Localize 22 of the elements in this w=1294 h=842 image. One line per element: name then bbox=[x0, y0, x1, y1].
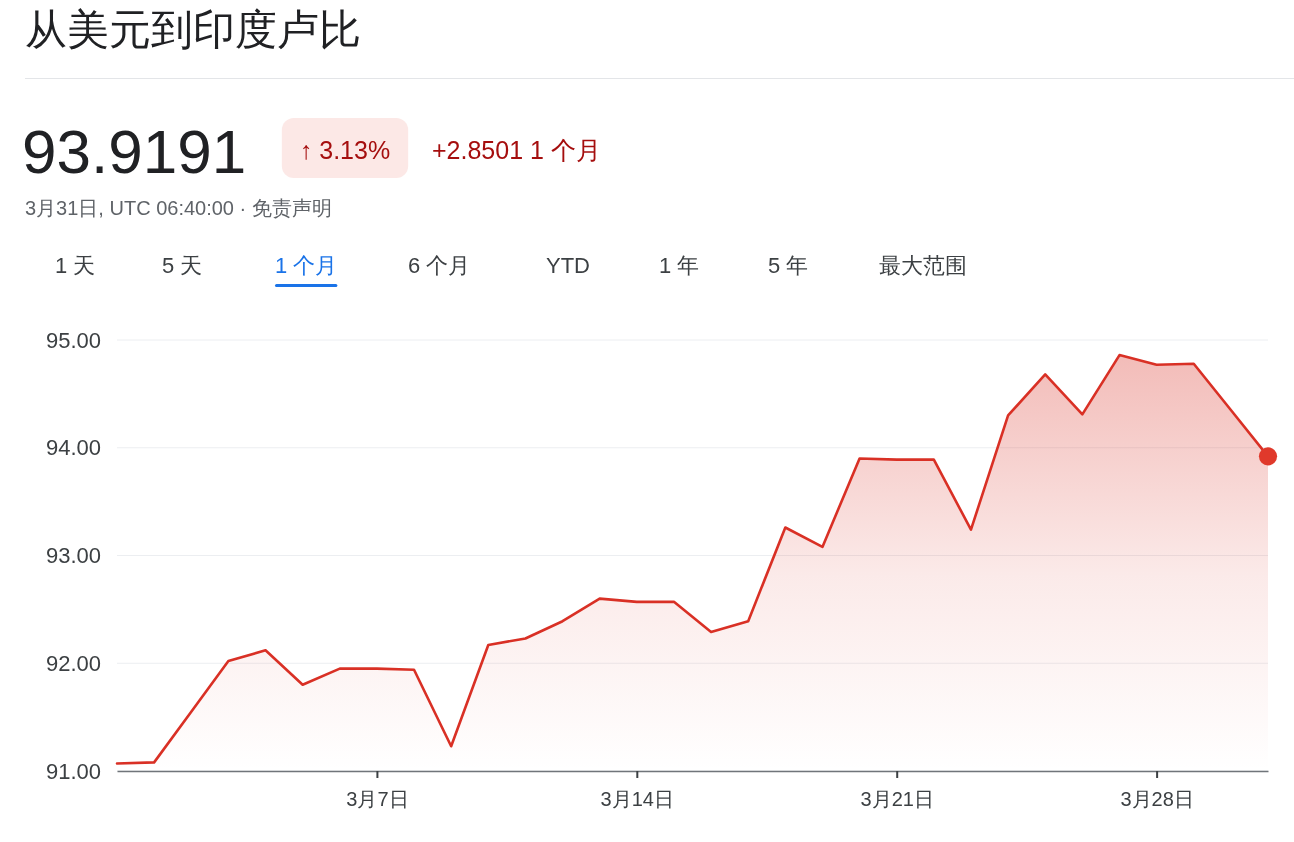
text: 1 个月 bbox=[275, 253, 338, 278]
text: +2.8501 1 个月 bbox=[432, 136, 601, 164]
text: YTD bbox=[546, 253, 590, 278]
y-tick-label: 91.00 bbox=[45, 758, 101, 784]
x-tick-label: 3月7日 bbox=[346, 788, 409, 811]
y-tick-label: 94.00 bbox=[45, 435, 101, 461]
text: ↑ 3.13% bbox=[299, 136, 391, 164]
text: 1 天 bbox=[55, 253, 96, 278]
x-tick-label: 3月14日 bbox=[600, 788, 674, 811]
text: 93.9191 bbox=[22, 117, 247, 186]
chart-title: 从美元到印度卢比 bbox=[25, 6, 361, 53]
y-tick-label: 95.00 bbox=[45, 327, 101, 353]
y-tick-label: 93.00 bbox=[45, 543, 101, 569]
text: 3月31日, UTC 06:40:00 · 免责声明 bbox=[25, 197, 332, 219]
x-tick-label: 3月28日 bbox=[1120, 788, 1194, 811]
text: 5 天 bbox=[162, 253, 203, 278]
text: 5 年 bbox=[768, 253, 809, 278]
y-tick-label: 92.00 bbox=[45, 650, 101, 676]
x-tick-label: 3月21日 bbox=[860, 788, 934, 811]
text: 6 个月 bbox=[408, 253, 471, 278]
text: 最大范围 bbox=[879, 253, 967, 278]
text: 1 年 bbox=[659, 253, 700, 278]
